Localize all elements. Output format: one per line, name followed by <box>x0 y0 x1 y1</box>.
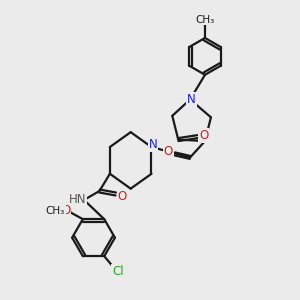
Text: O: O <box>199 129 208 142</box>
Text: HN: HN <box>69 193 86 206</box>
Text: CH₃: CH₃ <box>46 206 65 215</box>
Text: N: N <box>187 93 196 106</box>
Text: O: O <box>164 145 173 158</box>
Text: Cl: Cl <box>112 265 124 278</box>
Text: O: O <box>61 204 70 217</box>
Text: O: O <box>118 190 127 203</box>
Text: CH₃: CH₃ <box>195 14 214 25</box>
Text: N: N <box>148 138 157 151</box>
